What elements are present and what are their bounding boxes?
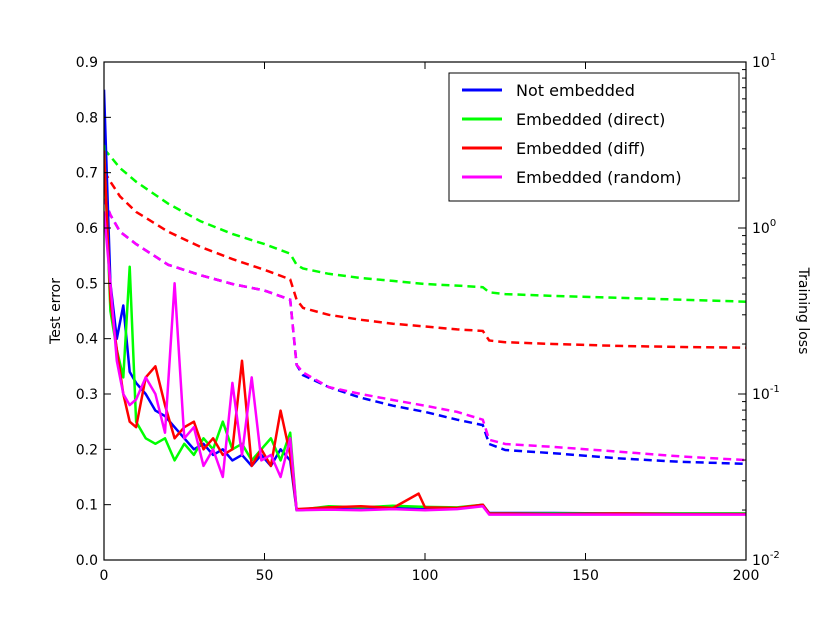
- x-tick-label: 150: [572, 568, 599, 584]
- test-error-line-embedded-diff: [104, 150, 746, 516]
- y-left-tick-label: 0.1: [76, 498, 98, 514]
- legend: Not embedded Embedded (direct) Embedded (d…: [448, 72, 740, 202]
- test-error-line-embedded-random: [104, 211, 746, 516]
- y-right-tick-label: 10-1: [752, 384, 780, 403]
- y-right-tick-label: 100: [752, 218, 776, 237]
- y-right-tick-label: 10-2: [752, 550, 780, 569]
- legend-label: Embedded (diff): [516, 139, 645, 158]
- training-loss-line-embedded-random: [104, 198, 746, 462]
- y-right-axis-title: Training loss: [795, 267, 811, 355]
- y-left-tick-label: 0.3: [76, 387, 98, 403]
- y-left-tick-label: 0.8: [76, 110, 98, 126]
- y-left-axis-title: Test error: [48, 278, 64, 345]
- y-left-tick-label: 0.2: [76, 442, 98, 458]
- x-tick-label: 0: [100, 568, 109, 584]
- y-left-tick-label: 0.9: [76, 55, 98, 71]
- legend-label: Not embedded: [516, 81, 635, 100]
- x-tick-label: 50: [256, 568, 274, 584]
- plot-lines: [104, 89, 746, 516]
- training-loss-line-embedded-direct: [104, 147, 746, 303]
- y-left-tick-label: 0.7: [76, 166, 98, 182]
- axis-ticks: 0 50 100 150 200 0.0 0.1 0.2 0.3 0.4 0.5 0.6 0.7 0.8 0…: [76, 52, 780, 584]
- legend-label: Embedded (random): [516, 168, 682, 187]
- x-tick-label: 200: [733, 568, 760, 584]
- legend-label: Embedded (direct): [516, 110, 665, 129]
- legend-box: [448, 72, 740, 202]
- y-left-tick-label: 0.0: [76, 553, 98, 569]
- y-left-tick-label: 0.5: [76, 276, 98, 292]
- plot-area: [104, 89, 746, 516]
- training-loss-line-embedded-diff: [104, 170, 746, 349]
- y-left-tick-label: 0.6: [76, 221, 98, 237]
- y-left-tick-label: 0.4: [76, 332, 98, 348]
- x-tick-label: 100: [412, 568, 439, 584]
- y-right-tick-label: 101: [752, 52, 776, 71]
